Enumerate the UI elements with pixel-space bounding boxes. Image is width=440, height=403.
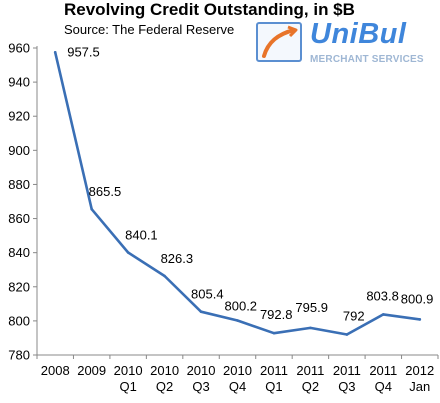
x-tick-label: 2011 xyxy=(296,363,324,378)
data-point xyxy=(163,274,166,278)
x-tick-label: Q4 xyxy=(229,379,246,394)
y-tick-label: 780 xyxy=(8,348,30,363)
y-tick-label: 820 xyxy=(8,279,30,294)
y-tick-label: 940 xyxy=(8,75,30,90)
y-tick-label: 960 xyxy=(8,41,30,56)
data-point xyxy=(382,313,385,316)
data-point xyxy=(418,318,422,321)
data-point xyxy=(345,333,349,336)
y-tick-label: 920 xyxy=(8,109,30,124)
y-tick-label: 800 xyxy=(8,313,30,328)
logo-name: UniBul xyxy=(310,18,407,50)
data-point xyxy=(236,319,239,322)
chart-series xyxy=(53,50,422,336)
data-label: 800.2 xyxy=(225,299,258,314)
data-label: 865.5 xyxy=(89,184,122,199)
data-label: 803.8 xyxy=(366,288,399,303)
x-tick-label: Q2 xyxy=(302,379,319,394)
x-tick-label: 2010 xyxy=(150,363,179,378)
y-tick-label: 900 xyxy=(8,143,30,158)
data-point xyxy=(309,326,312,330)
x-tick-label: 2008 xyxy=(41,363,70,378)
chart-axes: 780 800 820 840 860 880 900 920 940 960 2008 2009 20… xyxy=(8,41,439,394)
x-tick-label: 2011 xyxy=(369,363,397,378)
data-point xyxy=(53,50,57,54)
logo-swoosh-icon xyxy=(256,22,302,62)
x-tick-label: 2010 xyxy=(223,363,252,378)
data-point xyxy=(126,251,130,254)
x-tick-label: Q3 xyxy=(338,379,355,394)
y-tick-label: 860 xyxy=(8,211,30,226)
x-tick-label: Q2 xyxy=(156,379,173,394)
x-tick-label: Q1 xyxy=(119,379,136,394)
logo-tagline: MERCHANT SERVICES xyxy=(310,54,424,65)
x-tick-label: Jan xyxy=(409,379,430,394)
x-tick-label: 2011 xyxy=(333,363,361,378)
data-label: 957.5 xyxy=(67,44,100,59)
data-label: 795.9 xyxy=(295,300,328,315)
data-label: 805.4 xyxy=(191,287,224,302)
x-tick-label: Q4 xyxy=(375,379,392,394)
data-label: 792.8 xyxy=(260,307,293,322)
data-label: 840.1 xyxy=(125,227,158,242)
data-label: 792 xyxy=(343,309,365,324)
data-point xyxy=(199,310,203,313)
data-point xyxy=(272,331,276,335)
data-point xyxy=(90,207,93,211)
unibul-logo: UniBul MERCHANT SERVICES xyxy=(256,18,440,70)
y-tick-label: 840 xyxy=(8,245,30,260)
data-label: 826.3 xyxy=(161,251,194,266)
x-tick-label: 2011 xyxy=(260,363,288,378)
x-tick-label: 2010 xyxy=(187,363,216,378)
x-tick-label: 2009 xyxy=(77,363,106,378)
data-label: 800.9 xyxy=(401,291,434,306)
x-tick-label: 2010 xyxy=(114,363,143,378)
x-tick-label: Q3 xyxy=(192,379,209,394)
x-tick-label: Q1 xyxy=(265,379,282,394)
x-tick-label: 2012 xyxy=(405,363,434,378)
y-tick-label: 880 xyxy=(8,177,30,192)
chart-subtitle: Source: The Federal Reserve xyxy=(64,22,235,37)
chart-title: Revolving Credit Outstanding, in $B xyxy=(64,0,355,19)
